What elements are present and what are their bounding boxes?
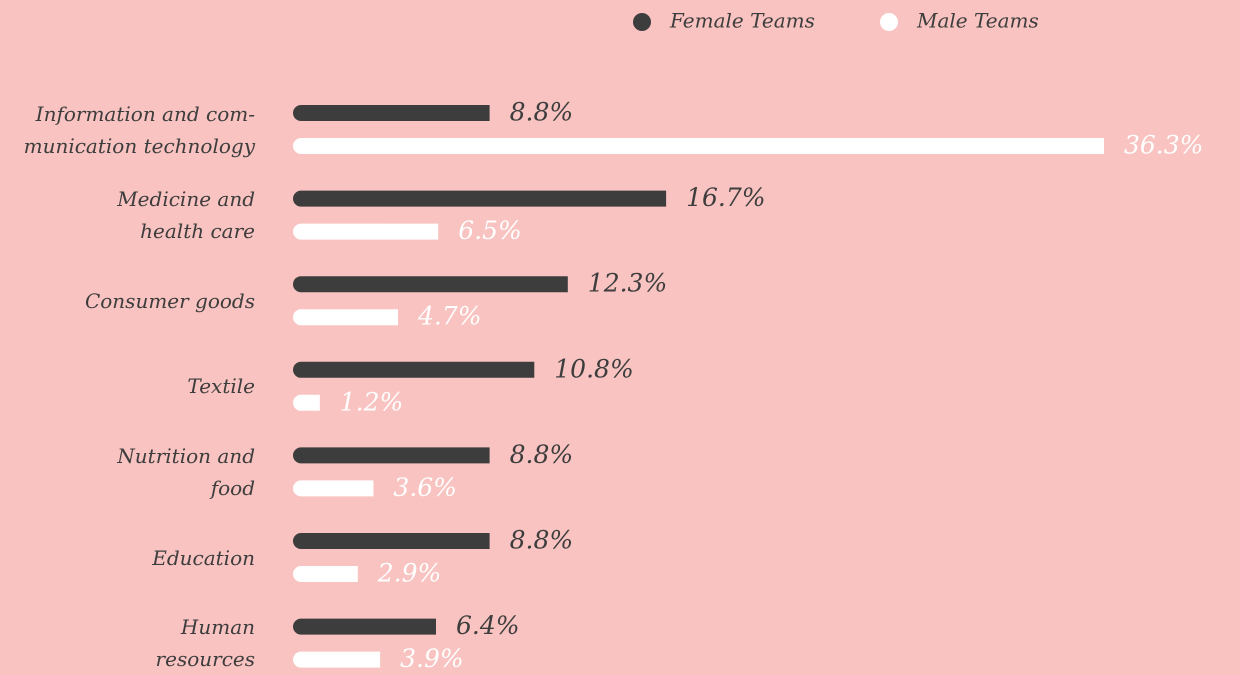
legend-marker xyxy=(880,13,898,31)
legend-marker xyxy=(633,13,651,31)
value-label: 6.5% xyxy=(458,216,522,245)
bar xyxy=(293,309,399,326)
bar xyxy=(293,276,568,293)
category-label: Human resources xyxy=(155,615,255,672)
category-label: Information and com- munication technolo… xyxy=(23,101,255,158)
value-label: 8.8% xyxy=(510,526,574,555)
bar xyxy=(293,394,320,411)
value-label: 12.3% xyxy=(588,269,667,298)
bar xyxy=(293,651,381,668)
bar xyxy=(293,533,490,549)
value-label: 6.4% xyxy=(456,611,520,640)
bar xyxy=(293,480,374,497)
bar xyxy=(293,566,358,582)
bar xyxy=(293,447,490,464)
category-label: Consumer goods xyxy=(84,288,255,313)
value-label: 8.8% xyxy=(510,440,574,469)
value-label: 2.9% xyxy=(377,559,442,588)
value-label: 4.7% xyxy=(417,302,482,331)
value-label: 3.6% xyxy=(393,473,457,502)
category-label: Nutrition and food xyxy=(117,443,255,500)
value-label: 1.2% xyxy=(340,387,404,416)
value-label: 3.9% xyxy=(400,644,464,672)
category-label: Education xyxy=(152,545,255,570)
bar xyxy=(293,223,439,240)
bar xyxy=(293,190,667,207)
value-label: 16.7% xyxy=(686,183,765,212)
bar xyxy=(293,105,490,121)
category-label: Textile xyxy=(187,374,255,399)
bar xyxy=(293,618,436,635)
legend-label: Female Teams xyxy=(669,9,815,33)
value-label: 10.8% xyxy=(554,354,633,383)
category-label: Medicine and health care xyxy=(117,187,255,244)
legend-label: Male Teams xyxy=(916,9,1039,33)
bar xyxy=(293,138,1104,154)
value-label: 36.3% xyxy=(1124,131,1203,160)
bar xyxy=(293,361,535,378)
value-label: 8.8% xyxy=(510,98,574,127)
